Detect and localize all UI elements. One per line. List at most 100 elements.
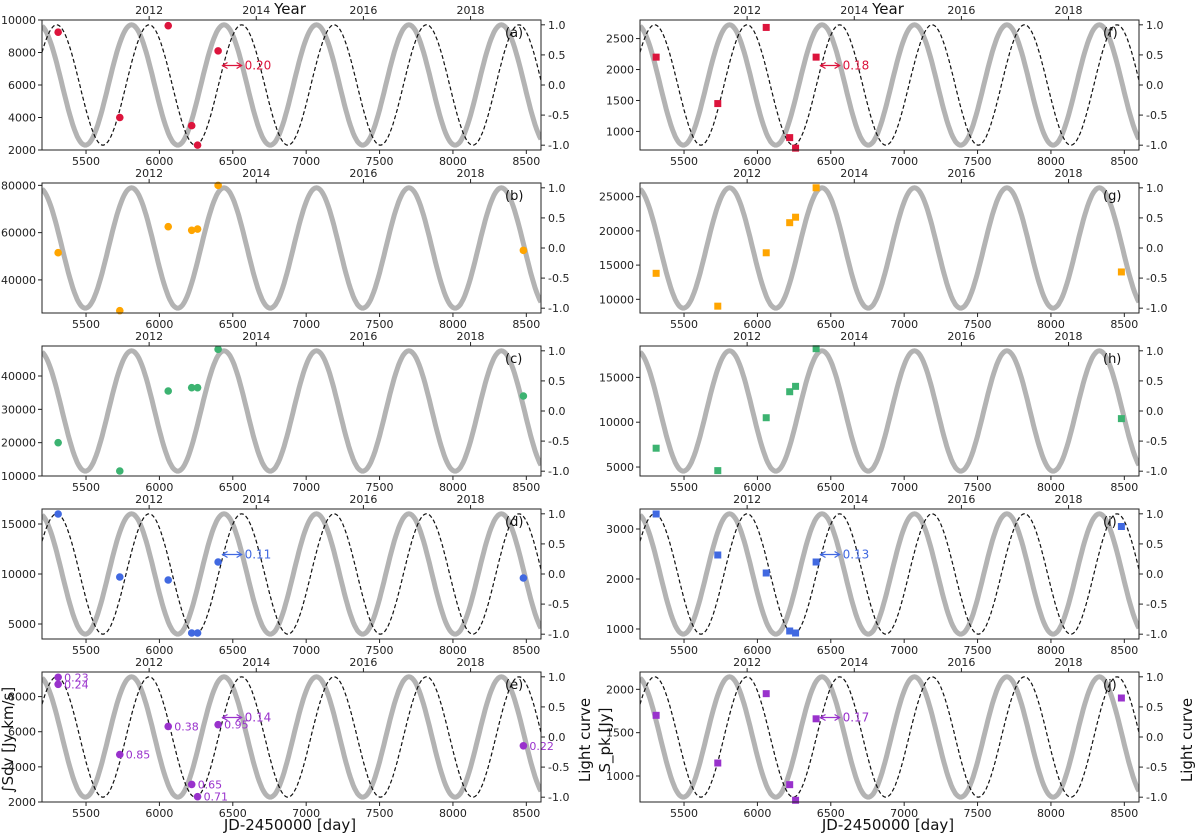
point-annotation-e-5: 0.71 — [204, 791, 229, 804]
year-tick-label-d-3: 2018 — [457, 493, 485, 506]
x-tick-label-e-3: 7000 — [292, 807, 320, 820]
y-tick-label-h-2: 15000 — [599, 371, 634, 384]
data-point-b-3 — [187, 226, 196, 235]
y-axis-title-right-left-column: Light curve — [576, 698, 594, 782]
data-point-e-3 — [164, 722, 173, 731]
x-tick-label-b-3: 7000 — [292, 318, 320, 331]
x-tick-label-g-5: 8000 — [1037, 318, 1065, 331]
y-tick-label-e-0: 2000 — [8, 796, 36, 809]
year-tick-label-e-1: 2014 — [242, 656, 270, 669]
y-tick-label-a-2: 6000 — [8, 79, 36, 92]
data-point-h-1 — [714, 467, 722, 475]
x-tick-label-a-4: 7500 — [366, 155, 394, 168]
shift-arrow-head-right-j — [834, 713, 841, 722]
year-tick-label-i-3: 2018 — [1055, 493, 1083, 506]
year-tick-label-j-0: 2012 — [733, 656, 761, 669]
panels-group: 0.20 5500 6000 6500 7000 7500 8000 8500 2012 2014… — [1, 4, 1167, 820]
shift-arrow-head-right-e — [236, 713, 243, 722]
y-tick-label-c-3: 40000 — [1, 370, 36, 383]
x-tick-label-f-3: 7000 — [890, 155, 918, 168]
light-curve-c — [42, 348, 541, 474]
data-point-i-0 — [652, 510, 660, 518]
right-y-tick-label-a-3: -0.5 — [548, 109, 569, 122]
year-tick-label-f-3: 2018 — [1055, 4, 1083, 17]
x-tick-label-g-6: 8500 — [1110, 318, 1138, 331]
data-point-d-6 — [519, 574, 528, 582]
panel-f: 0.18 5500 6000 6500 7000 7500 8000 8500 2012 2014… — [606, 4, 1167, 168]
x-tick-label-h-6: 8500 — [1110, 481, 1138, 494]
x-tick-label-f-2: 6500 — [817, 155, 845, 168]
shifted-light-curve-e — [42, 676, 541, 798]
year-tick-label-d-2: 2016 — [349, 493, 377, 506]
light-curve-f — [640, 22, 1139, 148]
right-y-tick-label-e-4: -1.0 — [548, 791, 569, 804]
right-y-tick-label-j-2: 0.0 — [1146, 731, 1164, 744]
y-tick-label-e-3: 8000 — [8, 691, 36, 704]
x-tick-label-c-0: 5500 — [72, 481, 100, 494]
data-point-a-5 — [214, 47, 222, 55]
x-tick-label-b-4: 7500 — [366, 318, 394, 331]
data-point-g-3 — [786, 219, 794, 227]
year-tick-label-b-1: 2014 — [242, 167, 270, 180]
data-point-h-2 — [762, 414, 770, 422]
y-tick-label-e-2: 6000 — [8, 726, 36, 739]
data-point-j-2 — [762, 690, 770, 698]
right-y-tick-label-c-4: -1.0 — [548, 465, 569, 478]
x-tick-label-a-1: 6000 — [145, 155, 173, 168]
right-y-tick-label-c-3: -0.5 — [548, 435, 569, 448]
right-y-tick-label-i-1: 0.5 — [1146, 538, 1164, 551]
panel-label-i: (i) — [1103, 515, 1117, 530]
data-point-i-3 — [786, 627, 794, 635]
shift-arrow-head-left-a — [221, 61, 228, 70]
x-tick-label-f-0: 5500 — [670, 155, 698, 168]
data-point-c-5 — [214, 345, 222, 354]
year-tick-label-g-1: 2014 — [840, 167, 868, 180]
year-tick-label-b-3: 2018 — [457, 167, 485, 180]
y-tick-label-f-0: 1000 — [606, 125, 634, 138]
data-point-g-0 — [652, 269, 660, 277]
year-tick-label-c-0: 2012 — [135, 330, 163, 343]
right-y-tick-label-j-3: -0.5 — [1146, 761, 1167, 774]
right-y-tick-label-a-1: 0.5 — [548, 49, 566, 62]
right-y-tick-label-e-1: 0.5 — [548, 701, 566, 714]
x-tick-label-b-6: 8500 — [512, 318, 540, 331]
year-tick-label-f-2: 2016 — [947, 4, 975, 17]
x-tick-label-b-1: 6000 — [145, 318, 173, 331]
x-tick-label-f-1: 6000 — [743, 155, 771, 168]
y-tick-label-a-3: 8000 — [8, 47, 36, 60]
y-tick-label-i-1: 2000 — [606, 573, 634, 586]
year-tick-label-d-1: 2014 — [242, 493, 270, 506]
right-y-tick-label-c-0: 1.0 — [548, 345, 566, 358]
panel-label-d: (d) — [505, 515, 523, 530]
panel-h: 5500 6000 6500 7000 7500 8000 8500 2012 2014 2016… — [599, 330, 1167, 494]
data-point-d-2 — [164, 576, 173, 584]
top-axis-title-left: Year — [273, 0, 307, 18]
x-tick-label-e-6: 8500 — [512, 807, 540, 820]
year-tick-label-h-0: 2012 — [733, 330, 761, 343]
year-tick-label-a-2: 2016 — [349, 4, 377, 17]
point-annotation-e-3: 0.38 — [174, 720, 199, 733]
year-tick-label-j-1: 2014 — [840, 656, 868, 669]
data-point-b-0 — [54, 248, 62, 257]
data-point-e-0 — [54, 673, 62, 682]
y-tick-label-e-1: 4000 — [8, 761, 36, 774]
data-point-i-4 — [792, 629, 800, 637]
data-point-b-2 — [164, 222, 173, 231]
x-tick-label-g-4: 7500 — [964, 318, 992, 331]
shift-arrow-head-left-e — [221, 713, 228, 722]
right-y-tick-label-d-1: 0.5 — [548, 538, 566, 551]
year-tick-label-e-3: 2018 — [457, 656, 485, 669]
right-y-tick-label-c-2: 0.0 — [548, 405, 566, 418]
right-y-tick-label-e-0: 1.0 — [548, 671, 566, 684]
panel-label-c: (c) — [505, 352, 522, 367]
data-point-h-5 — [812, 345, 820, 353]
year-tick-label-a-3: 2018 — [457, 4, 485, 17]
data-point-e-5 — [193, 792, 202, 801]
right-y-tick-label-f-4: -1.0 — [1146, 139, 1167, 152]
data-point-e-6 — [214, 720, 222, 729]
year-tick-label-g-3: 2018 — [1055, 167, 1083, 180]
y-tick-label-f-2: 2000 — [606, 64, 634, 77]
x-tick-label-j-0: 5500 — [670, 807, 698, 820]
data-point-b-4 — [193, 225, 202, 233]
x-tick-label-d-1: 6000 — [145, 644, 173, 657]
